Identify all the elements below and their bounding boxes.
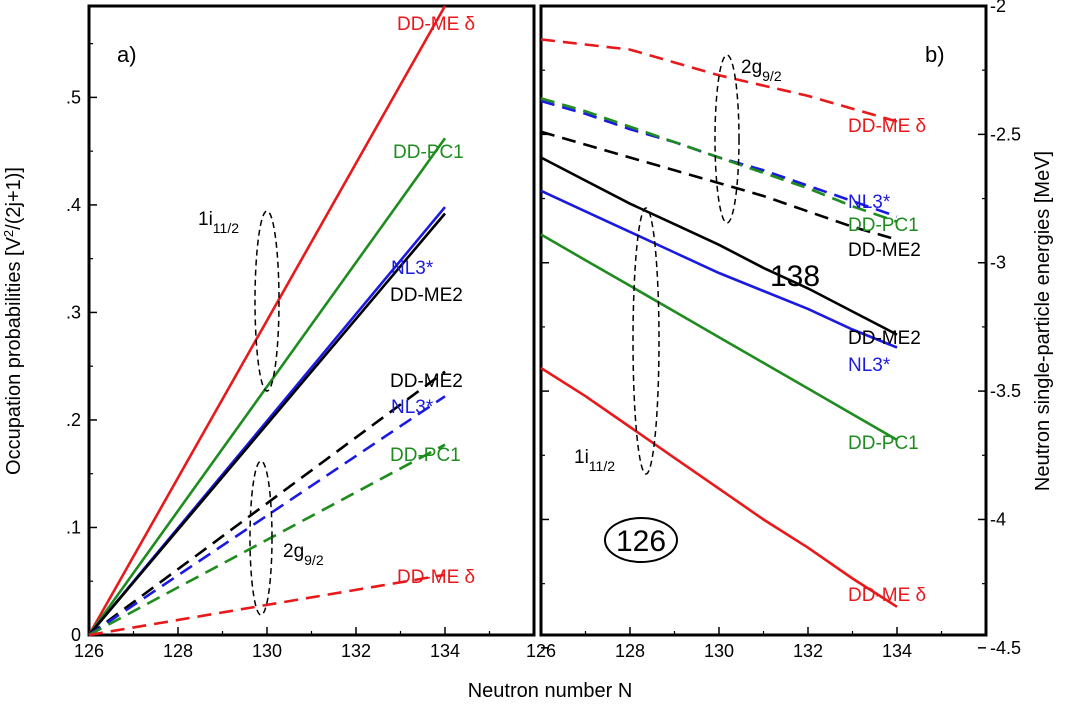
series-line-b [540, 366, 898, 608]
x-tick-label-a: 132 [341, 641, 371, 661]
y-tick-label-a: .5 [66, 87, 81, 107]
series-label-a: DD-ME δ [397, 14, 475, 35]
series-line-a [88, 573, 446, 637]
x-tick-label-a: 126 [74, 641, 104, 661]
series-label-b: DD-PC1 [848, 215, 919, 236]
series-line-a [88, 395, 446, 637]
series-line-a [88, 212, 446, 636]
y-tick-label-b: -3 [990, 253, 1006, 273]
y-tick-label-b: -4.5 [990, 638, 1021, 658]
x-tick-label-b: 130 [704, 641, 734, 661]
series-label-a: NL3* [391, 258, 434, 279]
orbital-label-b-2g9: 2g9/2 [741, 57, 782, 84]
panel-b: 126 128 130 132 134 -2 -2.5 -3 -3.5 -4 -4.5 Neutron… [526, 0, 1054, 661]
series-label-a: DD-ME δ [397, 567, 475, 588]
series-line-b [540, 38, 898, 123]
y-tick-label-a: .3 [66, 302, 81, 322]
series-label-b: DD-ME δ [848, 585, 926, 606]
orbital-ellipse-a-2g [249, 460, 273, 616]
y-tick-label-b: -4 [990, 509, 1006, 529]
series-line-b [540, 233, 898, 442]
series-label-a: NL3* [391, 397, 434, 418]
series-label-a: DD-ME2 [390, 371, 463, 392]
orbital-label-a-1i11: 1i11/2 [198, 209, 239, 236]
series-line-a [87, 5, 447, 636]
x-tick-label-b: 128 [615, 641, 645, 661]
y-tick-label-a: .1 [66, 517, 81, 537]
series-label-a: DD-ME2 [390, 285, 463, 306]
plot-frame-b [539, 4, 988, 637]
orbital-label-a-2g9: 2g9/2 [283, 541, 324, 568]
series-line-a [88, 443, 446, 637]
orbital-label-b-1i11: 1i11/2 [574, 447, 615, 474]
series-line-b [540, 156, 898, 336]
series-line-b [540, 130, 898, 241]
orbital-ellipse-a-1i [254, 210, 280, 392]
y-tick-label-b: -2.5 [990, 124, 1021, 144]
magic-number-138: 138 [770, 260, 820, 293]
y-axis-title-b: Neutron single-particle energies [MeV] [1032, 151, 1054, 491]
y-tick-label-a: .2 [66, 410, 81, 430]
x-tick-label-b: 134 [882, 641, 912, 661]
series-label-b: NL3* [848, 355, 891, 376]
x-axis-title: Neutron number N [468, 680, 633, 702]
y-axis-title-a: Occupation probabilities [V2/(2j+1)] [1, 167, 26, 475]
x-tick-label-a: 128 [163, 641, 193, 661]
x-tick-label-b: 126 [526, 641, 556, 661]
series-label-b: DD-ME2 [848, 328, 921, 349]
x-tick-label-b: 132 [793, 641, 823, 661]
orbital-ellipse-b-1i [632, 207, 660, 475]
panel-label-b: b) [925, 42, 945, 67]
series-line-a [87, 137, 447, 636]
series-line-b [540, 97, 898, 223]
series-line-b [540, 189, 898, 349]
series-label-b: NL3* [848, 192, 891, 213]
y-tick-label-a: .4 [66, 195, 81, 215]
orbital-ellipse-b-2g [714, 54, 740, 224]
y-tick-label-a: 0 [71, 625, 81, 645]
series-label-b: DD-PC1 [848, 433, 919, 454]
x-tick-label-a: 130 [252, 641, 282, 661]
y-tick-label-b: -2 [990, 0, 1006, 16]
y-tick-label-b: -3.5 [990, 381, 1021, 401]
series-label-a: DD-PC1 [390, 445, 461, 466]
magic-number-circle-126 [604, 517, 678, 563]
series-label-b: DD-ME2 [848, 240, 921, 261]
magic-number-126: 126 [616, 525, 666, 558]
x-tick-label-a: 134 [430, 641, 460, 661]
series-label-b: DD-ME δ [848, 116, 926, 137]
panel-label-a: a) [117, 42, 137, 67]
panel-a: 126 128 130 132 134 0 .1 .2 .3 .4 .5 Occupation pro… [1, 4, 536, 661]
series-label-a: DD-PC1 [393, 142, 464, 163]
series-line-a [88, 370, 446, 637]
